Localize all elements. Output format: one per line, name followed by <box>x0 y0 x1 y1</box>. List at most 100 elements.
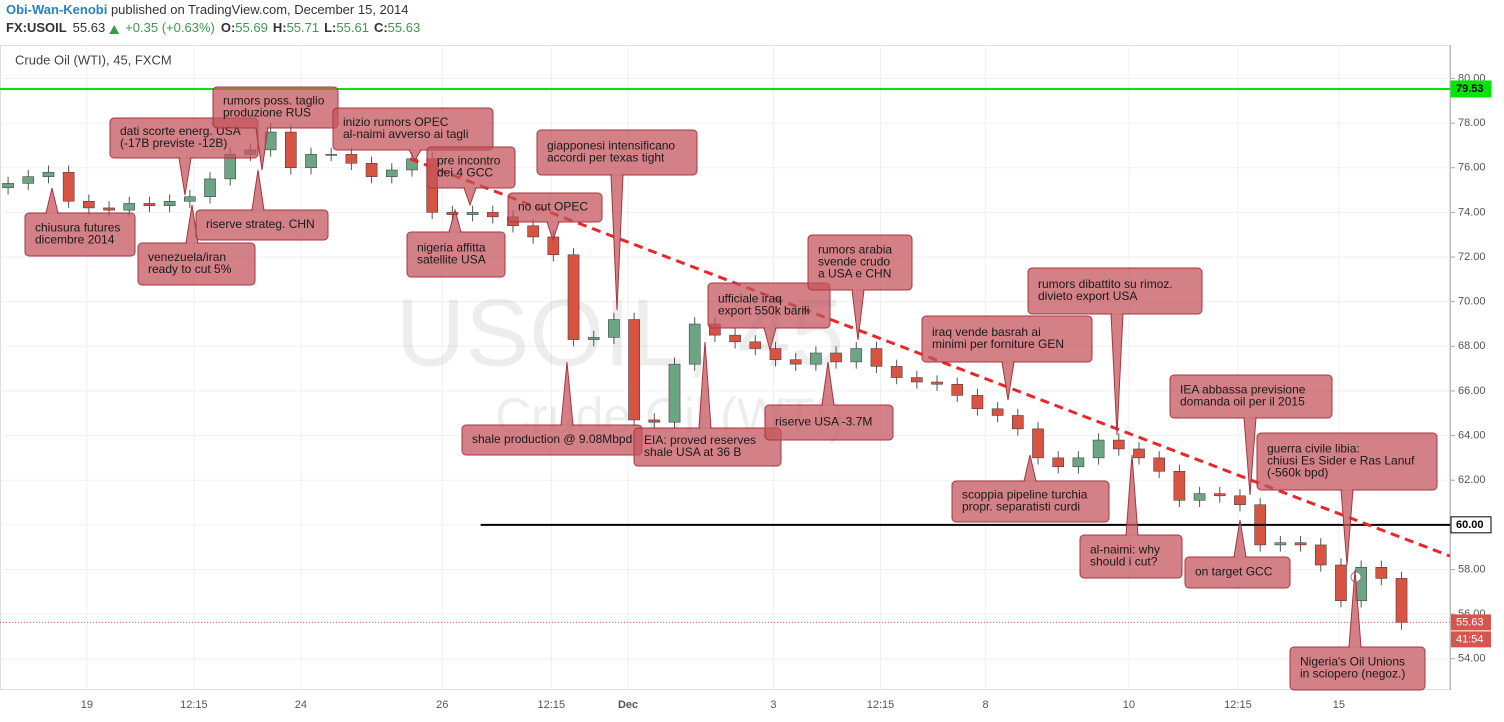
candle-body <box>204 178 216 198</box>
quote-line: FX:USOIL 55.63 +0.35 (+0.63%) O:55.69 H:55.7… <box>6 20 420 35</box>
candle-body <box>103 207 115 211</box>
candle-body <box>1173 471 1186 501</box>
candle-body <box>1234 495 1246 506</box>
annotation-text: rumors arabia <box>818 243 892 257</box>
candle-body <box>22 176 35 184</box>
up-arrow <box>109 25 120 34</box>
y-tick-label: 66.00 <box>1458 385 1486 397</box>
annotation-joint <box>180 157 190 159</box>
y-tick-label: 58.00 <box>1458 563 1486 575</box>
annotation: guerra civile libia:chiusi Es Sider e Ra… <box>1256 432 1438 566</box>
x-tick-label: 12:15 <box>867 699 895 711</box>
quote-value: 55.61 <box>336 20 369 35</box>
price-tag <box>1450 80 1492 98</box>
annotation: no cut OPEC <box>507 192 603 242</box>
candle-body <box>688 323 701 365</box>
annotation-text: domanda oil per il 2015 <box>1180 395 1305 409</box>
annotation-text: produzione RUS <box>223 106 311 120</box>
annotation-joint <box>187 242 197 244</box>
candle-body <box>1112 439 1125 450</box>
candle-body <box>1213 493 1226 497</box>
published: published on TradingView.com, December 1… <box>107 2 408 17</box>
y-tick-label: 76.00 <box>1458 162 1486 174</box>
candle-body <box>1133 448 1145 459</box>
y-tick-label: 74.00 <box>1458 206 1486 218</box>
price-tag <box>1450 516 1492 534</box>
annotation-joint <box>47 212 57 214</box>
candle-body <box>608 319 620 338</box>
annotation-text: iraq vende basrah ai <box>932 325 1041 339</box>
candle-body <box>42 171 55 177</box>
candle-body <box>1314 544 1327 566</box>
annotation: shale production @ 9.08Mbpd <box>461 361 643 456</box>
annotation-text: dicembre 2014 <box>35 233 115 247</box>
annotation-joint <box>823 404 833 406</box>
y-tick-label: 54.00 <box>1458 653 1486 665</box>
candle-body <box>365 163 378 177</box>
annotation-text: riserve USA -3.7M <box>775 415 872 429</box>
candle-body <box>567 254 580 340</box>
quote-value: 55.63 <box>388 20 421 35</box>
candle-body <box>1335 564 1347 601</box>
x-tick-label: Dec <box>618 699 638 711</box>
annotation-joint <box>562 424 572 426</box>
annotation-text: no cut OPEC <box>518 200 588 214</box>
x-tick-label: 15 <box>1333 699 1345 711</box>
change: +0.35 (+0.63%) <box>125 20 215 35</box>
countdown-tag <box>1451 631 1491 648</box>
candle-body <box>527 225 539 238</box>
candle-body <box>1274 542 1287 546</box>
chart-title: Crude Oil (WTI), 45, FXCM <box>15 52 172 67</box>
candle-body <box>729 334 741 343</box>
annotation-joint <box>253 209 263 211</box>
annotation-joint <box>1003 361 1013 363</box>
annotation-joint <box>1112 313 1122 315</box>
symbol: FX:USOIL <box>6 20 67 35</box>
annotation-joint <box>1025 480 1035 482</box>
candle-body <box>466 212 479 215</box>
quote-value: 55.71 <box>287 20 320 35</box>
x-tick-label: 3 <box>770 699 776 711</box>
annotation-text: a USA e CHN <box>818 267 891 281</box>
candle-body <box>143 203 156 206</box>
annotation-text: dei 4 GCC <box>437 166 493 180</box>
author[interactable]: Obi-Wan-Kenobi <box>6 2 107 17</box>
annotation-box <box>24 212 136 257</box>
annotation-joint <box>1127 534 1137 536</box>
price-axis <box>1450 45 1504 690</box>
x-tick-label: 12:15 <box>538 699 566 711</box>
annotation-text: (-560k bpd) <box>1267 466 1328 480</box>
annotation-text: al-naimi avverso ai tagli <box>343 127 468 141</box>
x-tick-label: 12:15 <box>1224 699 1252 711</box>
annotation-text: (-17B previste -12B) <box>120 136 227 150</box>
candle-body <box>184 196 196 202</box>
candle-body <box>810 352 822 365</box>
candle-body <box>83 200 95 209</box>
quote-label: H: <box>273 20 287 35</box>
candle-body <box>1375 566 1388 579</box>
annotation-joint <box>465 187 475 189</box>
annotation-joint <box>1235 556 1245 558</box>
annotation-text: in sciopero (negoz.) <box>1300 667 1405 681</box>
annotation-text: accordi per texas tight <box>547 151 665 165</box>
annotation-text: venezuela/iran <box>148 250 226 264</box>
last: 55.63 <box>73 20 106 35</box>
annotation-text: al-naimi: why <box>1090 543 1160 557</box>
candle-body <box>1153 457 1165 472</box>
candle-body <box>648 419 661 423</box>
candle-body <box>446 212 459 215</box>
annotation: rumors dibattito su rimoz.divieto export… <box>1027 267 1203 436</box>
annotation: riserve USA -3.7M <box>764 361 894 441</box>
annotation-text: EIA: proved reserves <box>644 433 756 447</box>
candle-body <box>62 171 75 202</box>
